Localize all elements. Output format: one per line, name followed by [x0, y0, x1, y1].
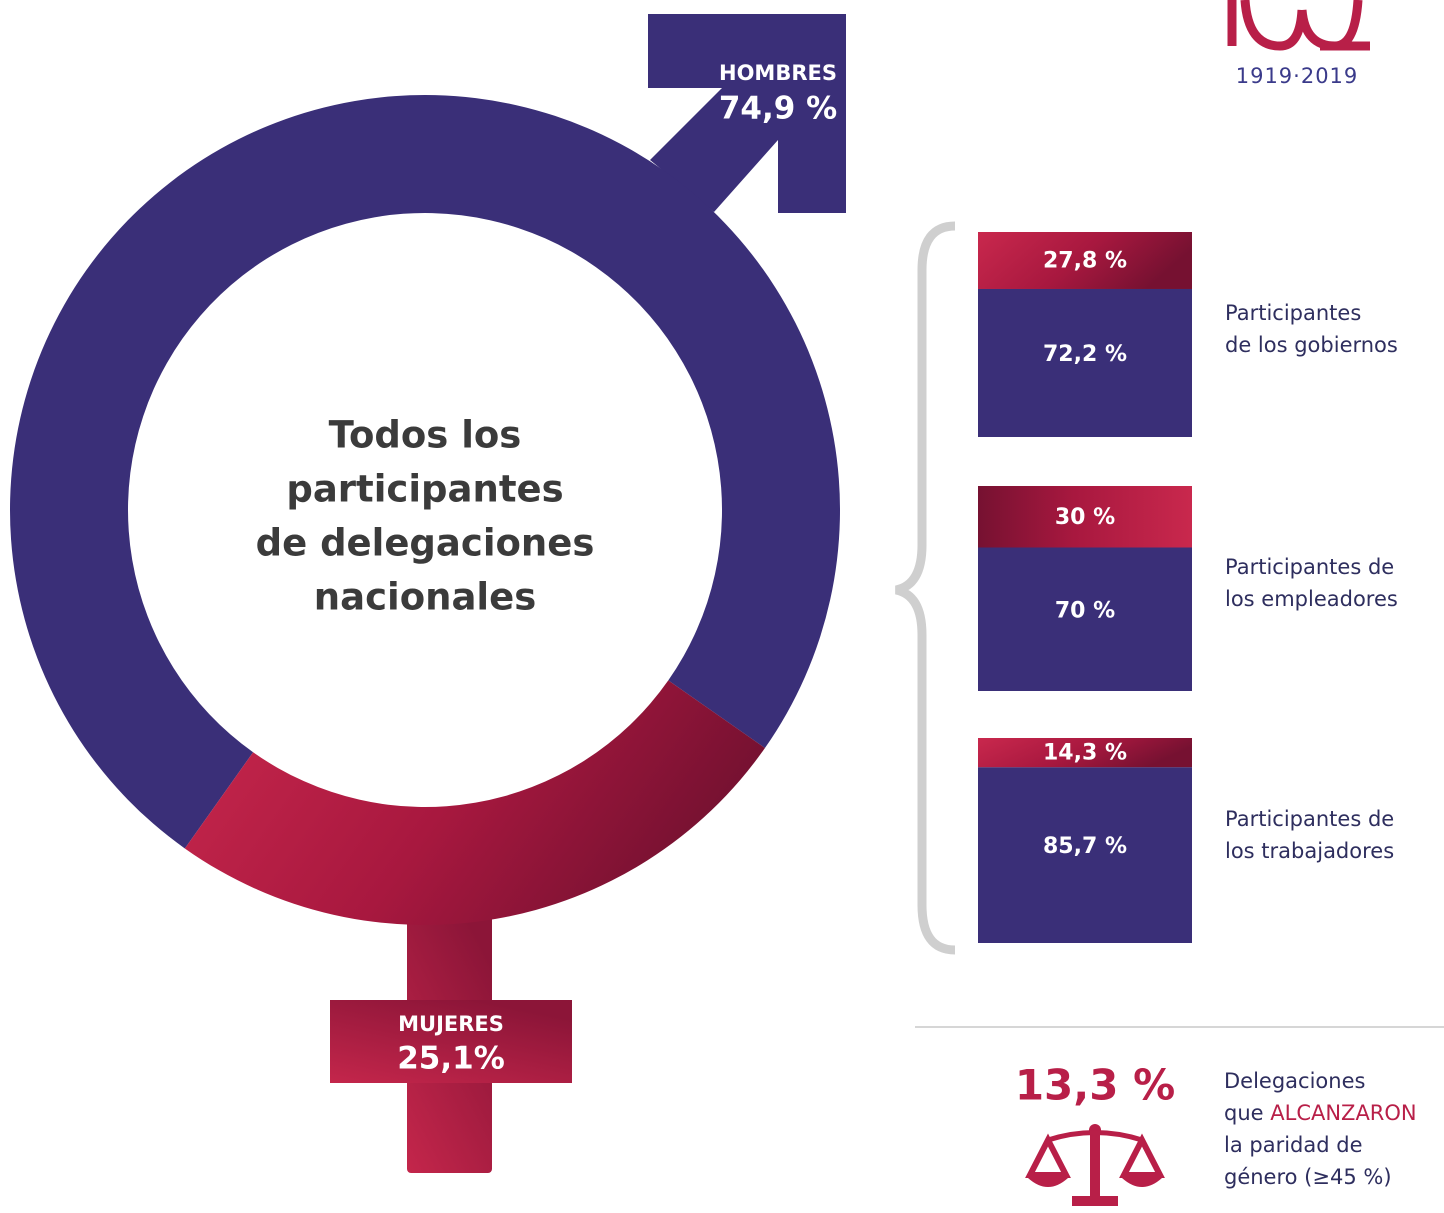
center-text: Todos los participantes de delegaciones nac…: [256, 414, 595, 619]
highlight-emphasis: ALCANZARON: [1270, 1101, 1416, 1125]
scale-icon: [1025, 1124, 1165, 1206]
category-label: los trabajadores: [1225, 839, 1394, 863]
highlight-figure: 13,3 %: [1015, 1061, 1175, 1110]
bar-value-label: 27,8 %: [1043, 248, 1127, 273]
donut-segment: [10, 94, 841, 849]
brace: [894, 221, 956, 955]
women-label: MUJERES: [398, 1012, 504, 1036]
women-value: 25,1%: [397, 1041, 505, 1077]
center-line: de delegaciones: [256, 522, 595, 565]
category-label: los empleadores: [1225, 587, 1398, 611]
highlight-text: Delegaciones que ALCANZARON la paridad d…: [1224, 1069, 1417, 1189]
bar-segment: [978, 767, 1192, 943]
bar-segment: [978, 486, 1192, 548]
highlight-line: género (≥45 %): [1224, 1165, 1392, 1189]
category-label: Participantes de: [1225, 807, 1394, 831]
men-label: HOMBRES: [719, 61, 837, 85]
men-value: 74,9 %: [719, 91, 837, 127]
category-label: de los gobiernos: [1225, 333, 1398, 357]
category-label: Participantes: [1225, 301, 1361, 325]
donut: [10, 94, 841, 926]
bar-segment: [978, 288, 1192, 437]
highlight-line: Delegaciones: [1224, 1069, 1365, 1093]
bar-value-label: 30 %: [1055, 505, 1115, 530]
highlight-line: la paridad de: [1224, 1133, 1363, 1157]
bar-value-label: 85,7 %: [1043, 834, 1127, 859]
logo-years: 1919·2019: [1236, 64, 1359, 88]
center-line: nacionales: [314, 576, 536, 619]
logo: [1227, 0, 1370, 51]
donut-segment: [184, 680, 765, 926]
stacked-bars: 27,8 % 72,2 % Participantes de los gobierno…: [978, 232, 1398, 943]
center-line: Todos los: [329, 414, 522, 457]
bar-value-label: 14,3 %: [1043, 741, 1127, 766]
category-label: Participantes de: [1225, 555, 1394, 579]
highlight-line: que ALCANZARON: [1224, 1101, 1417, 1125]
bar-value-label: 70 %: [1055, 598, 1115, 623]
male-arrow: [648, 14, 846, 213]
female-cross: [330, 900, 572, 1173]
bar-segment: [978, 547, 1192, 691]
center-line: participantes: [286, 468, 563, 511]
bar-segment: [978, 232, 1192, 289]
bar-segment: [978, 738, 1192, 768]
bar-value-label: 72,2 %: [1043, 342, 1127, 367]
highlight-word: que: [1224, 1101, 1264, 1125]
